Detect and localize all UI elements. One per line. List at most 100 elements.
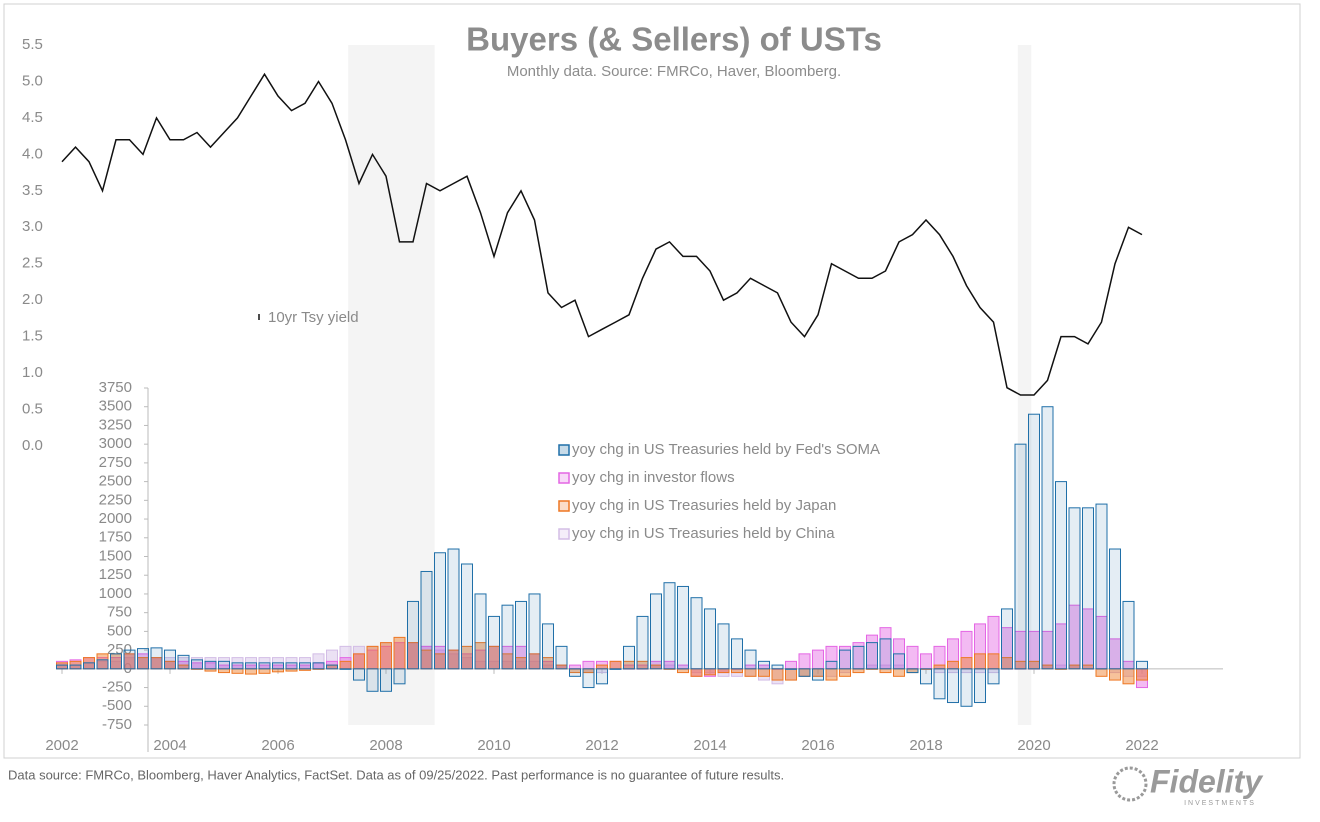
bar: [123, 649, 136, 670]
bar: [893, 653, 905, 670]
bar: [650, 593, 662, 670]
chart-title: Buyers (& Sellers) of USTs: [466, 21, 882, 58]
bar: [231, 662, 244, 670]
bar: [596, 664, 608, 670]
bar: [974, 668, 986, 704]
bar: [812, 649, 824, 670]
bar: [204, 660, 217, 670]
bar: [218, 668, 230, 674]
bar: [1041, 406, 1054, 670]
bar: [798, 668, 811, 677]
shading-layer: [348, 45, 1032, 725]
legend-label: yoy chg in US Treasuries held by Fed's S…: [572, 441, 880, 458]
bar: [1095, 668, 1108, 677]
bar: [177, 654, 190, 670]
bar: [839, 668, 851, 677]
bar: [434, 552, 446, 670]
bar: [272, 662, 284, 670]
bar: [1122, 600, 1135, 670]
bar: [893, 668, 905, 677]
bar: [380, 668, 392, 692]
y-tick-label: 0: [124, 660, 132, 677]
bar: [798, 653, 811, 670]
bar: [1082, 507, 1094, 670]
bar: [231, 668, 244, 674]
y-tick-label: 2.5: [22, 255, 43, 272]
bar: [191, 659, 203, 670]
bar: [933, 668, 946, 700]
bar: [690, 597, 703, 670]
bar: [407, 600, 419, 670]
bar: [366, 645, 379, 670]
bar: [636, 615, 649, 670]
bar: [245, 662, 257, 670]
bar: [623, 645, 635, 670]
x-tick-label: 2018: [909, 737, 942, 754]
bar: [393, 636, 406, 670]
legend-label: yoy chg in US Treasuries held by China: [572, 525, 835, 542]
bar: [906, 645, 919, 670]
bar: [555, 645, 568, 670]
bar: [299, 662, 311, 670]
y-tick-label: 3.5: [22, 182, 43, 199]
bar: [218, 660, 230, 670]
x-tick-label: 2010: [477, 737, 510, 754]
bar: [420, 570, 433, 670]
bar: [771, 668, 784, 681]
legend-swatch: [558, 444, 570, 456]
y-tick-label: 0.5: [22, 401, 43, 418]
bar: [987, 653, 1000, 670]
bar: [1028, 413, 1040, 670]
x-tick-label: 2014: [693, 737, 726, 754]
bar: [785, 660, 797, 670]
logo-name: Fidelity: [1150, 763, 1264, 799]
bar: [731, 668, 743, 674]
legend-label: 10yr Tsy yield: [268, 309, 359, 326]
y-tick-label: 5.5: [22, 36, 43, 53]
bar: [690, 668, 703, 677]
bar: [69, 664, 82, 670]
bar: [744, 668, 757, 677]
bar: [744, 649, 757, 670]
bar: [785, 668, 797, 681]
bar: [582, 668, 595, 689]
bar: [717, 623, 730, 670]
y-tick-label: 2500: [99, 473, 132, 490]
bar: [285, 662, 298, 670]
x-tick-label: 2002: [45, 737, 78, 754]
bar: [582, 660, 595, 670]
shaded-period: [1017, 45, 1032, 725]
bar: [758, 660, 770, 670]
bar: [879, 668, 892, 674]
y-tick-label: 1500: [99, 547, 132, 564]
legend-swatch: [558, 528, 570, 540]
bar: [663, 582, 676, 670]
bar: [326, 664, 338, 670]
bar: [501, 604, 514, 670]
yield-line: [61, 72, 1143, 396]
bar: [609, 660, 622, 670]
x-tick-label: 2012: [585, 737, 618, 754]
bar: [866, 642, 878, 670]
logo: Fidelity INVESTMENTS: [1112, 763, 1264, 807]
bar: [353, 668, 365, 681]
bar: [920, 653, 932, 670]
bar: [366, 668, 379, 692]
footnote: Data source: FMRCo, Bloomberg, Haver Ana…: [8, 767, 784, 782]
bar: [704, 668, 716, 676]
bar: [137, 648, 149, 670]
y-tick-label: 1.0: [22, 364, 43, 381]
x-tick-label: 2008: [369, 737, 402, 754]
bar: [164, 649, 176, 670]
legend-swatch: [558, 472, 570, 484]
y-tick-label: 0.0: [22, 437, 43, 454]
bar: [852, 645, 865, 670]
bar: [245, 668, 257, 675]
bar: [393, 668, 406, 685]
y-tick-label: 2750: [99, 454, 132, 471]
bar: [758, 668, 770, 677]
y-tick-label: -250: [102, 679, 132, 696]
bar: [960, 668, 973, 707]
